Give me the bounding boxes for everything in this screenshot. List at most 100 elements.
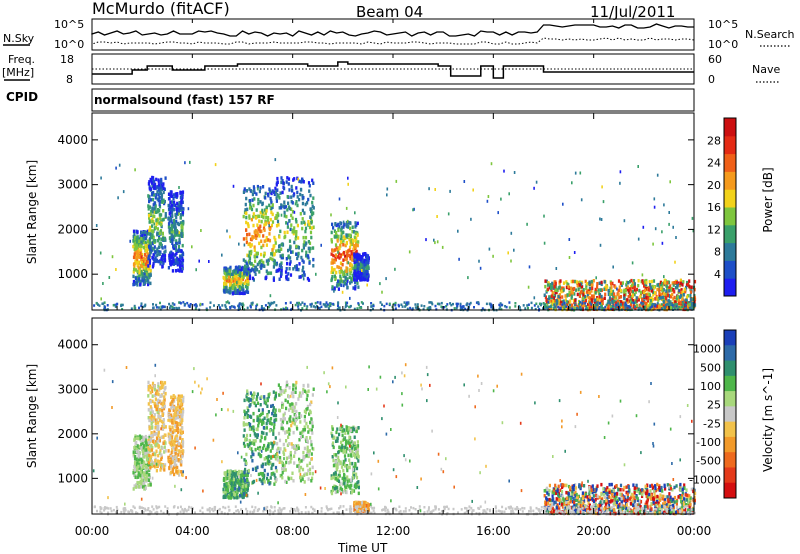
power-ground-cell <box>429 301 432 304</box>
power-echo-cell <box>350 250 353 254</box>
power-echo-cell <box>157 259 160 264</box>
power-echo-cell <box>231 272 234 276</box>
power-echo-cell <box>239 267 242 271</box>
power-echo-cell <box>237 277 240 281</box>
power-ground-cell <box>423 305 426 308</box>
power-echo-cell <box>330 230 333 235</box>
power-ground-cell <box>255 307 257 310</box>
power-echo-cell <box>158 237 161 241</box>
power-echo-cell <box>178 232 181 237</box>
power-echo-cell <box>287 248 290 253</box>
power-echo-cell <box>367 273 370 277</box>
power-echo-cell <box>182 207 185 211</box>
power-echo-cell <box>686 304 689 308</box>
velocity-echo-cell <box>157 424 160 429</box>
power-echo-cell <box>262 254 266 258</box>
power-ground-cell <box>409 306 412 310</box>
power-echo-cell <box>242 286 245 290</box>
power-ground-cell <box>358 306 361 309</box>
power-echo-cell <box>663 292 666 296</box>
velocity-echo-cell <box>164 433 167 437</box>
power-ground-cell <box>178 306 181 310</box>
power-echo-cell <box>280 242 283 247</box>
power-echo-cell <box>276 192 279 197</box>
power-echo-cell <box>363 259 366 263</box>
power-echo-cell <box>157 188 160 192</box>
power-echo-cell <box>152 214 155 218</box>
power-ground-cell <box>178 301 181 304</box>
power-echo-cell <box>362 276 365 280</box>
power-echo-cell <box>263 223 266 227</box>
velocity-echo-cell <box>250 426 253 430</box>
power-echo-cell <box>225 286 228 290</box>
power-echo-cell <box>140 252 143 257</box>
power-echo-cell <box>353 278 356 282</box>
velocity-echo-cell <box>146 441 149 445</box>
power-echo-cell <box>136 275 139 279</box>
power-ground-cell <box>182 301 185 304</box>
power-echo-cell <box>243 187 246 191</box>
power-echo-cell <box>587 300 591 304</box>
power-ground-cell <box>224 304 227 307</box>
power-echo-cell <box>284 270 288 274</box>
power-echo-cell <box>311 226 314 230</box>
power-echo-cell <box>269 271 273 275</box>
power-echo-cell <box>242 237 245 241</box>
velocity-echo-cell <box>246 391 249 395</box>
power-echo-cell <box>297 236 300 240</box>
power-echo-cell <box>262 260 265 265</box>
power-ground-cell <box>251 303 254 306</box>
power-echo-cell <box>162 217 165 222</box>
power-echo-cell <box>224 271 227 276</box>
power-echo-cell <box>240 280 243 284</box>
power-echo-cell <box>249 206 252 210</box>
velocity-echo-cell <box>153 452 156 456</box>
velocity-echo-cell <box>145 474 148 479</box>
power-echo-cell <box>238 279 241 284</box>
power-echo-cell <box>603 287 606 291</box>
velocity-echo-cell <box>147 438 150 443</box>
power-echo-cell <box>356 243 359 248</box>
power-echo-cell <box>138 266 141 271</box>
power-echo-cell <box>176 263 179 267</box>
velocity-echo-cell <box>139 473 142 478</box>
power-sparse-cell <box>508 192 510 196</box>
velocity-echo-cell <box>147 388 150 392</box>
velocity-echo-cell <box>150 443 153 448</box>
power-echo-cell <box>331 248 334 252</box>
power-ground-cell <box>173 303 176 306</box>
velocity-echo-cell <box>263 395 266 399</box>
power-echo-cell <box>159 199 162 204</box>
power-echo-cell <box>340 234 343 239</box>
power-echo-cell <box>335 245 338 250</box>
velocity-echo-cell <box>143 476 146 480</box>
power-ground-cell <box>589 301 592 304</box>
power-sparse-cell <box>580 198 583 202</box>
power-echo-cell <box>353 269 356 274</box>
power-ground-cell <box>301 307 304 310</box>
power-echo-cell <box>178 204 181 209</box>
velocity-echo-cell <box>138 457 141 462</box>
power-ground-cell <box>217 304 220 307</box>
power-echo-cell <box>132 279 135 284</box>
power-echo-cell <box>133 247 136 252</box>
power-echo-cell <box>338 252 341 256</box>
velocity-echo-cell <box>134 441 137 445</box>
freq-tick-high: 18 <box>60 53 74 66</box>
velocity-echo-cell <box>138 434 142 438</box>
power-echo-cell <box>159 231 162 236</box>
power-echo-cell <box>246 279 249 284</box>
power-echo-cell <box>250 189 253 194</box>
power-ground-cell <box>388 302 391 306</box>
power-echo-cell <box>332 249 335 253</box>
power-sparse-cell <box>510 231 513 235</box>
power-echo-cell <box>340 283 343 287</box>
velocity-echo-cell <box>238 482 241 487</box>
power-echo-cell <box>647 303 650 308</box>
power-sparse-cell <box>168 220 171 224</box>
power-echo-cell <box>149 251 152 255</box>
power-echo-cell <box>616 299 619 304</box>
power-echo-cell <box>149 225 152 230</box>
power-echo-cell <box>287 201 290 205</box>
power-sparse-cell <box>623 219 626 223</box>
